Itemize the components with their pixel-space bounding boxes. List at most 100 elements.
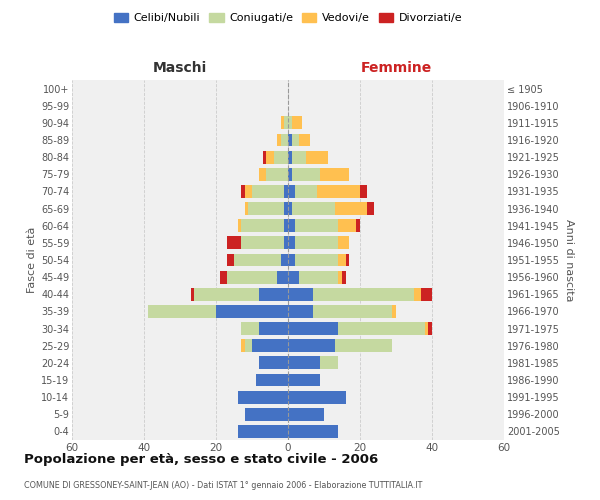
Bar (306, 150, 328, 164)
Bar (392, 305, 396, 318)
Bar (241, 236, 284, 250)
Bar (241, 322, 259, 335)
Bar (216, 305, 288, 318)
Bar (425, 322, 428, 335)
Bar (238, 390, 288, 404)
Bar (259, 356, 288, 370)
Bar (241, 220, 284, 232)
Text: Maschi: Maschi (153, 61, 207, 75)
Bar (227, 236, 241, 250)
Bar (292, 150, 306, 164)
Bar (238, 220, 241, 232)
Bar (284, 220, 288, 232)
Text: COMUNE DI GRESSONEY-SAINT-JEAN (AO) - Dati ISTAT 1° gennaio 2006 - Elaborazione : COMUNE DI GRESSONEY-SAINT-JEAN (AO) - Da… (24, 480, 422, 490)
Bar (281, 254, 288, 266)
Legend: Celibi/Nubili, Coniugati/e, Vedovi/e, Divorziati/e: Celibi/Nubili, Coniugati/e, Vedovi/e, Di… (109, 8, 467, 28)
Bar (259, 322, 288, 335)
Bar (295, 185, 317, 198)
Bar (252, 185, 284, 198)
Bar (295, 254, 338, 266)
Bar (288, 408, 324, 420)
Bar (295, 236, 338, 250)
Bar (245, 185, 252, 198)
Bar (292, 116, 302, 130)
Bar (245, 408, 288, 420)
Bar (288, 168, 292, 180)
Bar (338, 270, 342, 283)
Bar (288, 425, 338, 438)
Bar (317, 185, 360, 198)
Bar (288, 116, 292, 130)
Bar (288, 150, 292, 164)
Bar (284, 116, 288, 130)
Bar (274, 150, 288, 164)
Y-axis label: Anni di nascita: Anni di nascita (564, 219, 574, 301)
Bar (266, 168, 288, 180)
Bar (277, 134, 281, 146)
Bar (338, 220, 356, 232)
Bar (284, 202, 288, 215)
Bar (263, 150, 266, 164)
Bar (288, 340, 335, 352)
Bar (256, 374, 288, 386)
Bar (414, 288, 421, 300)
Bar (191, 288, 194, 300)
Bar (220, 270, 227, 283)
Bar (252, 340, 288, 352)
Bar (338, 254, 346, 266)
Bar (288, 322, 338, 335)
Bar (266, 150, 274, 164)
Bar (245, 202, 248, 215)
Bar (313, 305, 392, 318)
Bar (288, 356, 320, 370)
Bar (288, 236, 295, 250)
Bar (259, 168, 266, 180)
Bar (288, 390, 346, 404)
Bar (248, 202, 284, 215)
Bar (227, 270, 277, 283)
Bar (367, 202, 374, 215)
Bar (241, 185, 245, 198)
Bar (292, 202, 335, 215)
Bar (194, 288, 259, 300)
Bar (295, 220, 338, 232)
Bar (288, 185, 295, 198)
Bar (284, 185, 288, 198)
Bar (241, 340, 245, 352)
Bar (288, 288, 313, 300)
Bar (245, 340, 252, 352)
Bar (227, 254, 234, 266)
Bar (288, 270, 299, 283)
Bar (292, 134, 299, 146)
Bar (288, 220, 295, 232)
Text: Popolazione per età, sesso e stato civile - 2006: Popolazione per età, sesso e stato civil… (24, 452, 378, 466)
Bar (338, 322, 425, 335)
Bar (342, 270, 346, 283)
Bar (299, 270, 338, 283)
Bar (288, 134, 292, 146)
Bar (292, 168, 320, 180)
Bar (346, 254, 349, 266)
Bar (320, 356, 338, 370)
Bar (148, 305, 216, 318)
Bar (421, 288, 432, 300)
Bar (288, 374, 320, 386)
Bar (356, 220, 360, 232)
Bar (284, 236, 288, 250)
Bar (313, 288, 414, 300)
Bar (320, 168, 349, 180)
Bar (428, 322, 432, 335)
Bar (281, 134, 288, 146)
Bar (234, 254, 281, 266)
Y-axis label: Fasce di età: Fasce di età (26, 227, 37, 293)
Bar (277, 270, 288, 283)
Bar (335, 340, 392, 352)
Bar (288, 254, 295, 266)
Bar (281, 116, 284, 130)
Bar (360, 185, 367, 198)
Bar (288, 202, 292, 215)
Text: Femmine: Femmine (361, 61, 431, 75)
Bar (338, 236, 349, 250)
Bar (259, 288, 288, 300)
Bar (335, 202, 367, 215)
